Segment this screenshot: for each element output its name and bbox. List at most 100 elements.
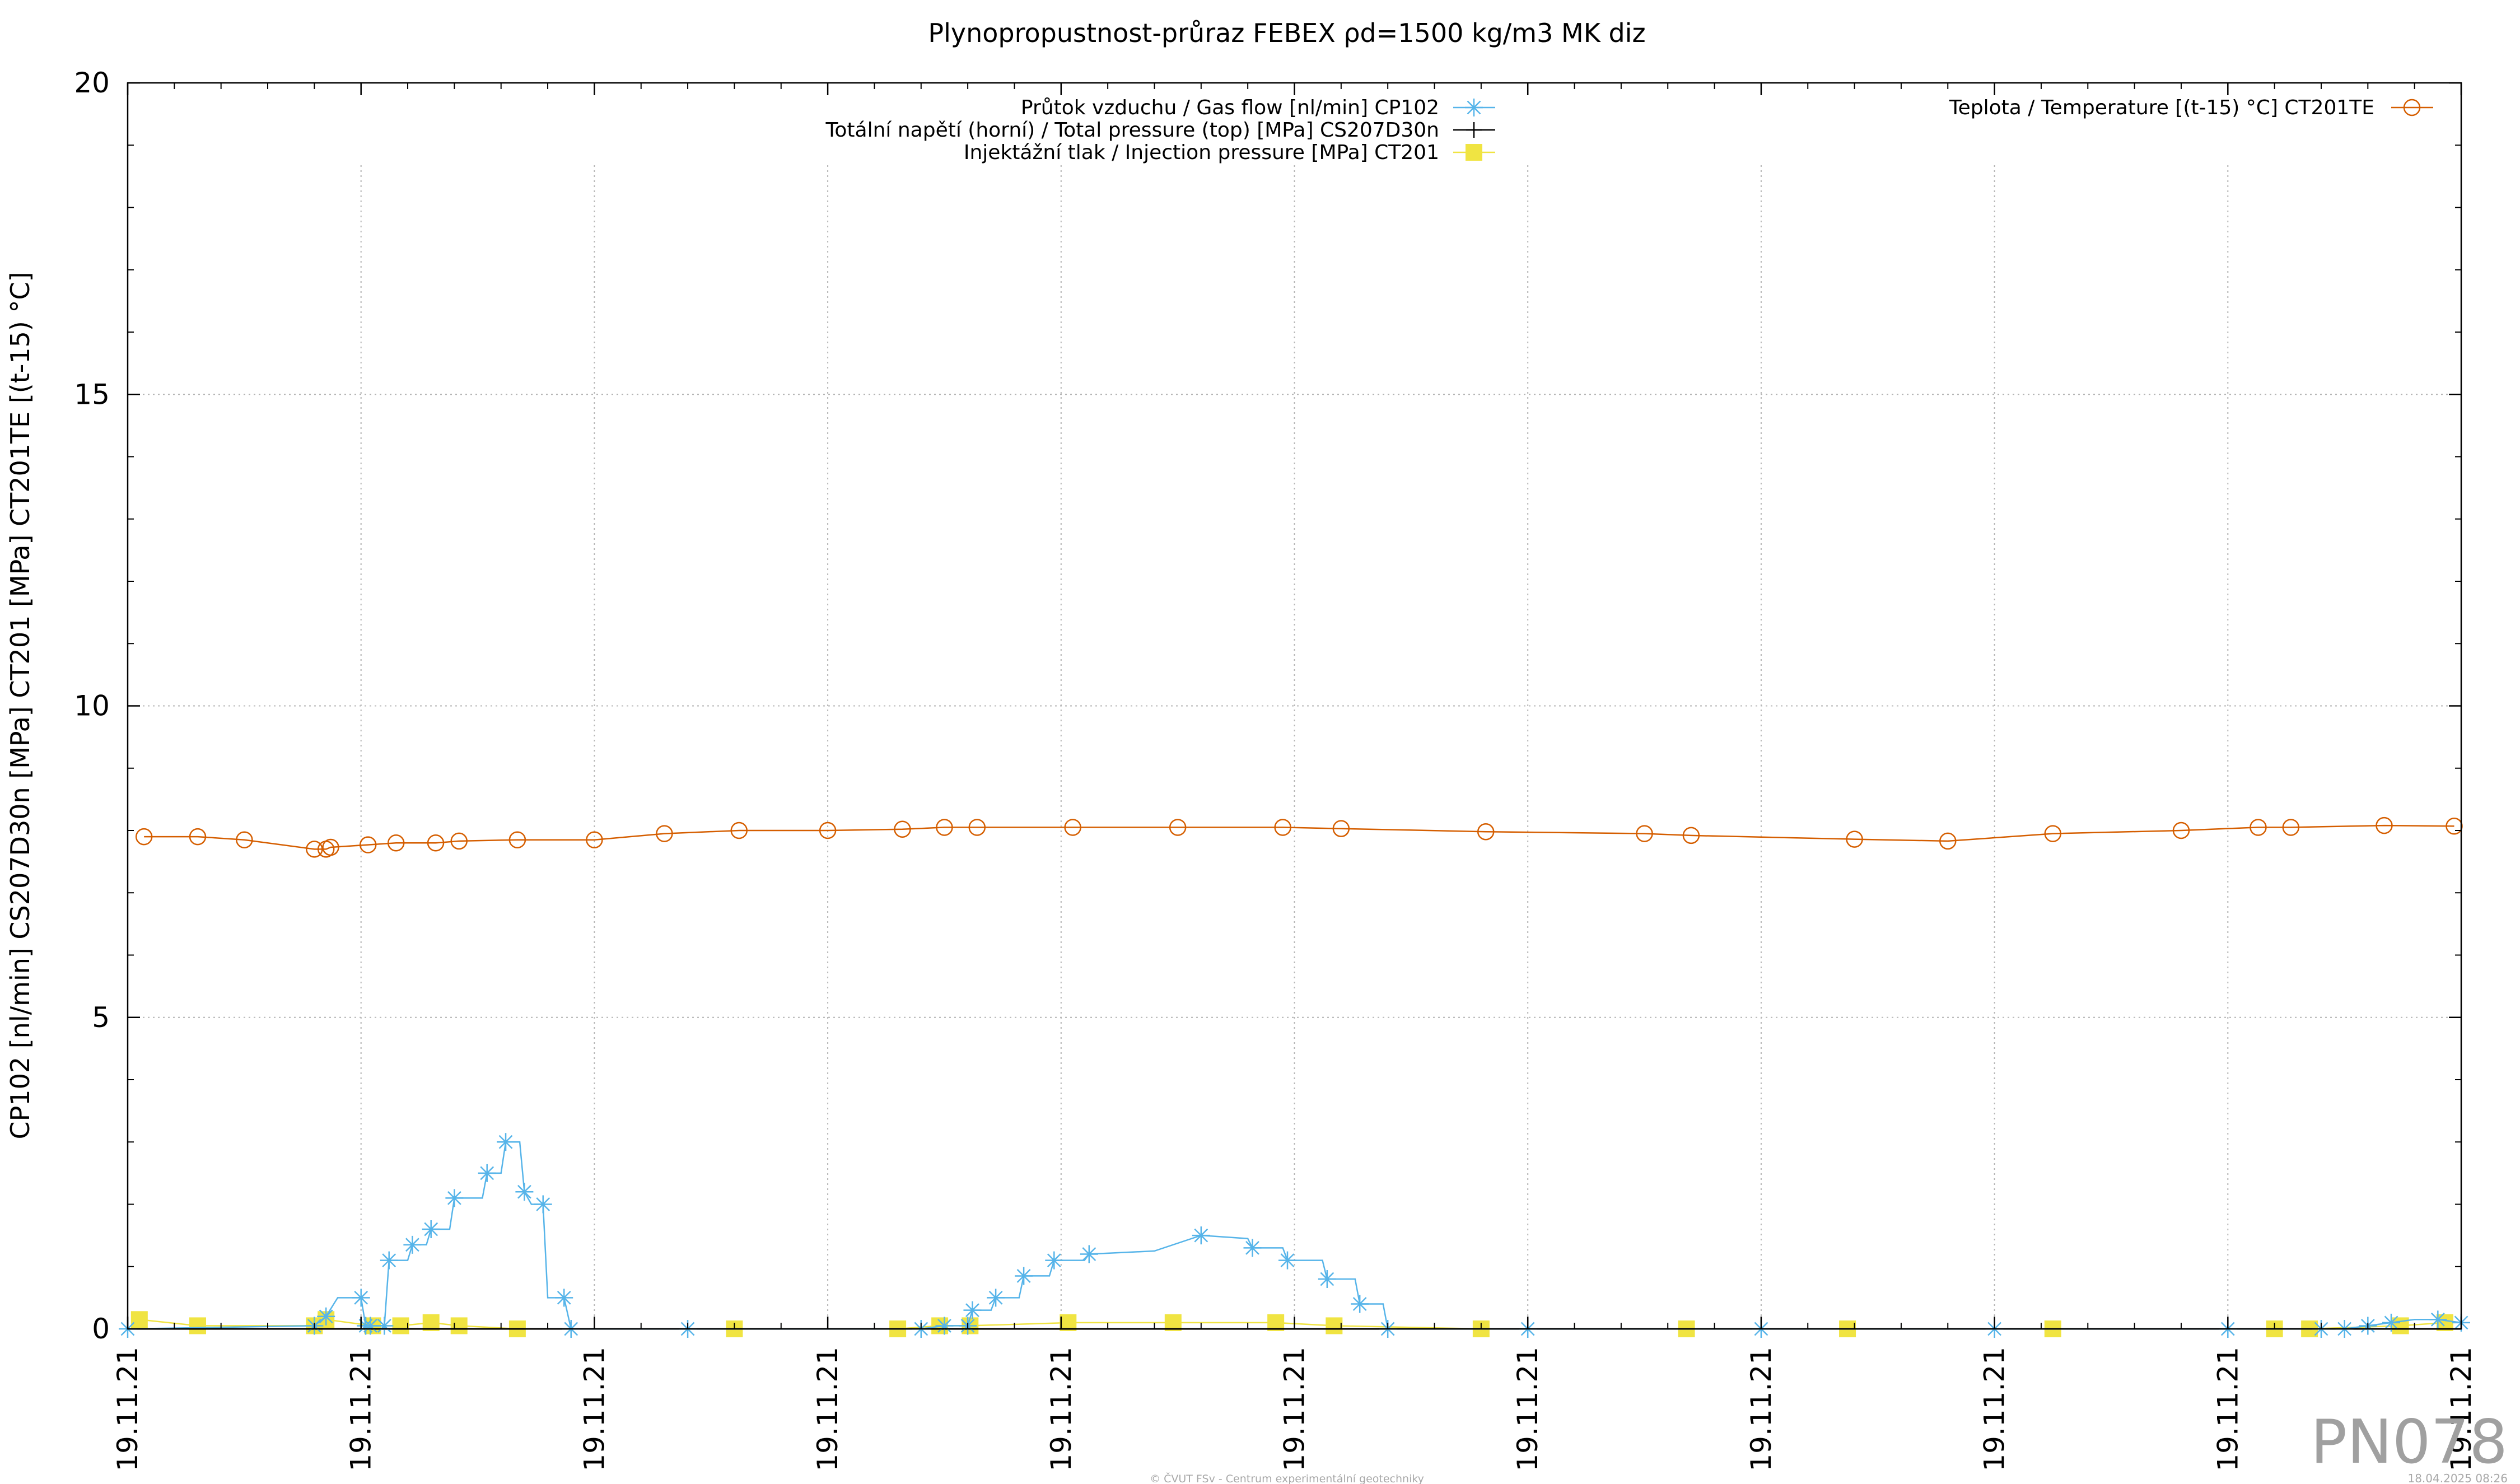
data-point-shape bbox=[317, 1307, 335, 1326]
data-point bbox=[2250, 819, 2267, 836]
data-point-shape bbox=[586, 831, 603, 848]
data-point-shape bbox=[322, 838, 339, 856]
legend-label: Injektážní tlak / Injection pressure [MP… bbox=[964, 141, 1439, 164]
data-point bbox=[1351, 1295, 1369, 1313]
data-point bbox=[730, 822, 748, 839]
data-point-shape bbox=[2282, 819, 2300, 836]
data-point-shape bbox=[427, 834, 445, 852]
data-point bbox=[236, 831, 253, 848]
legend-marker bbox=[1466, 122, 1482, 138]
data-point bbox=[1243, 1239, 1262, 1257]
data-point bbox=[1192, 1226, 1210, 1245]
data-point bbox=[2446, 817, 2463, 835]
data-point bbox=[1846, 830, 1863, 848]
data-point-shape bbox=[1169, 819, 1187, 836]
data-point bbox=[936, 819, 953, 836]
data-point bbox=[1080, 1245, 1098, 1263]
data-point-shape bbox=[1278, 1251, 1296, 1270]
data-point bbox=[534, 1195, 552, 1214]
data-point-shape bbox=[1846, 830, 1863, 848]
data-point-shape bbox=[2446, 817, 2463, 835]
axis-ticks: 0 5 10 15 20 19.11.21 19.11.21 19.11.21 19.11.21… bbox=[74, 67, 2477, 1472]
data-point-shape bbox=[403, 1235, 422, 1254]
y-tick-label: 10 bbox=[74, 690, 110, 722]
data-point bbox=[1318, 1270, 1336, 1288]
legend-marker bbox=[1465, 99, 1483, 116]
data-point bbox=[1332, 820, 1350, 837]
data-point bbox=[380, 1251, 398, 1270]
data-point bbox=[322, 838, 339, 856]
data-point-shape bbox=[987, 1289, 1005, 1307]
data-point-shape bbox=[963, 1301, 982, 1319]
data-point bbox=[2044, 825, 2062, 842]
x-tick-label: 19.11.21 bbox=[345, 1347, 377, 1472]
data-point bbox=[586, 831, 603, 848]
data-point-shape bbox=[2429, 1310, 2447, 1329]
data-point bbox=[403, 1235, 422, 1254]
legend-label: Totální napětí (horní) / Total pressure … bbox=[825, 119, 1440, 142]
data-point-shape bbox=[1080, 1245, 1098, 1263]
series-3 bbox=[135, 816, 2463, 858]
data-point-shape bbox=[1939, 832, 1957, 850]
data-point bbox=[1682, 827, 1700, 844]
data-point-shape bbox=[515, 1183, 534, 1201]
data-point bbox=[352, 1289, 370, 1307]
data-point-shape bbox=[422, 1220, 440, 1238]
data-point-shape bbox=[508, 831, 526, 848]
data-point-shape bbox=[478, 1164, 496, 1182]
data-point-shape bbox=[819, 822, 837, 839]
data-point bbox=[317, 1307, 335, 1326]
timestamp: 18.04.2025 08:26 bbox=[2407, 1472, 2508, 1484]
x-tick-label: 19.11.21 bbox=[2445, 1347, 2477, 1472]
series-2 bbox=[130, 1311, 2453, 1337]
data-point bbox=[450, 832, 468, 850]
data-point bbox=[2172, 822, 2190, 839]
data-point-shape bbox=[1351, 1295, 1369, 1313]
data-point-shape bbox=[1243, 1239, 1262, 1257]
x-tick-label: 19.11.21 bbox=[578, 1347, 610, 1472]
x-tick-label: 19.11.21 bbox=[811, 1347, 844, 1472]
data-point-shape bbox=[935, 1317, 954, 1335]
data-point-shape bbox=[189, 828, 207, 846]
data-point-shape bbox=[1318, 1270, 1336, 1288]
data-point bbox=[135, 828, 153, 846]
data-point-shape bbox=[1326, 1317, 1343, 1334]
data-point bbox=[819, 822, 837, 839]
data-point-shape bbox=[135, 828, 153, 846]
series-line bbox=[144, 824, 2454, 850]
data-point-shape bbox=[306, 841, 323, 858]
series-line bbox=[139, 1319, 2445, 1330]
data-point bbox=[2382, 1313, 2400, 1332]
y-tick-label: 20 bbox=[74, 67, 110, 99]
data-point-shape bbox=[2250, 819, 2267, 836]
data-point-shape bbox=[450, 832, 468, 850]
legend-label: Teplota / Temperature [(t-15) °C] CT201T… bbox=[1949, 96, 2374, 119]
data-point bbox=[422, 1220, 440, 1238]
y-tick-label: 15 bbox=[74, 378, 110, 410]
y-tick-label: 5 bbox=[92, 1001, 110, 1034]
data-point bbox=[375, 1317, 394, 1335]
legend-marker-shape bbox=[2403, 99, 2421, 116]
data-point-shape bbox=[1477, 823, 1495, 841]
data-point-shape bbox=[445, 1189, 464, 1207]
data-point-shape bbox=[236, 831, 253, 848]
data-point-shape bbox=[375, 1317, 394, 1335]
data-point-shape bbox=[1274, 819, 1291, 836]
data-point-shape bbox=[189, 1317, 207, 1334]
data-point-shape bbox=[497, 1133, 515, 1151]
data-point bbox=[1278, 1251, 1296, 1270]
data-point bbox=[2429, 1310, 2447, 1329]
data-point-shape bbox=[2044, 825, 2062, 842]
data-point bbox=[359, 836, 377, 853]
data-point-shape bbox=[2382, 1313, 2400, 1332]
y-tick-label: 0 bbox=[92, 1313, 110, 1345]
data-point-shape bbox=[1636, 825, 1653, 842]
data-point bbox=[306, 841, 323, 858]
data-point bbox=[555, 1289, 573, 1307]
data-point bbox=[2282, 819, 2300, 836]
data-point bbox=[515, 1183, 534, 1201]
data-point-shape bbox=[730, 822, 748, 839]
data-point-shape bbox=[534, 1195, 552, 1214]
data-point-shape bbox=[656, 825, 673, 842]
data-point-shape bbox=[968, 819, 986, 836]
